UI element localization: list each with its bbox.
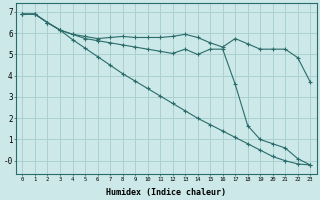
X-axis label: Humidex (Indice chaleur): Humidex (Indice chaleur) bbox=[106, 188, 226, 197]
